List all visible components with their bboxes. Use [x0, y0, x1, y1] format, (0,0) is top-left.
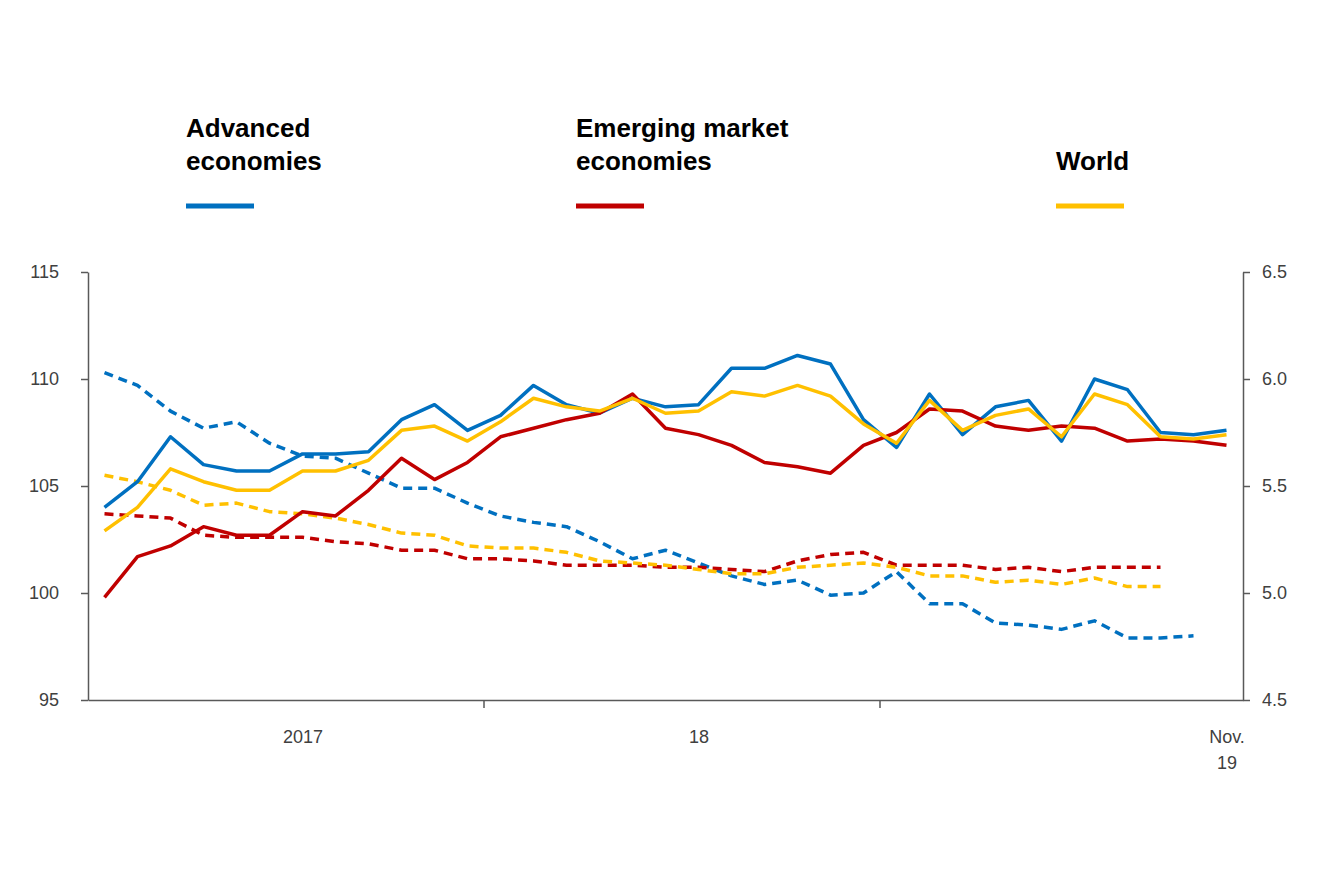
- legend-entry: Advancedeconomies: [186, 113, 322, 206]
- year-separator: [879, 700, 881, 708]
- legend-label-line: economies: [186, 146, 322, 176]
- tick-label: 5.5: [1262, 476, 1287, 496]
- legend-entry: Emerging marketeconomies: [576, 113, 789, 206]
- tick-mark: [1243, 486, 1250, 488]
- y2-axis: 4.5 5.0 5.5 6.0 6.5: [1243, 262, 1287, 710]
- series-line: [105, 514, 1161, 572]
- tick-mark: [81, 593, 88, 595]
- y-tick: 105: [29, 476, 88, 496]
- tick-label-line: Nov.: [1209, 727, 1245, 747]
- tick-mark: [1243, 379, 1250, 381]
- tick-mark: [81, 700, 88, 702]
- tick-label: 5.0: [1262, 583, 1287, 603]
- year-separator: [483, 700, 485, 708]
- y-tick: 100: [29, 583, 88, 603]
- legend-label-line: economies: [576, 146, 712, 176]
- x-tick: Nov. 19: [1209, 727, 1245, 773]
- legend-label: Advancedeconomies: [186, 113, 322, 176]
- series-line: [105, 394, 1227, 597]
- legend-swatch: [576, 204, 644, 209]
- y-tick: 110: [30, 369, 88, 389]
- y2-tick: 5.5: [1243, 476, 1287, 496]
- plot-lines: [105, 355, 1227, 637]
- tick-mark: [81, 272, 88, 274]
- legend-label: Emerging marketeconomies: [576, 113, 789, 176]
- legend: AdvancedeconomiesEmerging marketeconomie…: [186, 113, 1129, 206]
- tick-mark: [1243, 700, 1250, 702]
- series-line: [105, 355, 1227, 507]
- tick-label-line: 2017: [283, 727, 323, 747]
- y2-tick: 5.0: [1243, 583, 1287, 603]
- y-tick: 115: [30, 262, 88, 282]
- tick-label: Nov. 19: [1209, 727, 1245, 773]
- tick-label: 6.5: [1262, 262, 1287, 282]
- tick-label-line: 18: [689, 727, 709, 747]
- tick-mark: [1243, 272, 1250, 274]
- tick-label: 6.0: [1262, 369, 1287, 389]
- tick-mark: [81, 379, 88, 381]
- tick-label: 95: [39, 690, 59, 710]
- y-axis: 95 100 105 110 115: [29, 262, 89, 710]
- x-tick: 2017: [283, 727, 323, 747]
- x-tick: 18: [689, 727, 709, 747]
- tick-label: 110: [30, 369, 59, 389]
- tick-label: 18: [689, 727, 709, 747]
- legend-swatch: [1056, 204, 1124, 209]
- tick-label: 100: [29, 583, 59, 603]
- legend-label-line: Advanced: [186, 113, 310, 143]
- background: [0, 0, 1320, 880]
- chart: 95 100 105 110 115 4.5 5.0 5.5 6.0 6.5 2017 18 Nov. 1…: [0, 0, 1320, 880]
- legend-label: World: [1056, 146, 1129, 176]
- y2-tick: 4.5: [1243, 690, 1287, 710]
- y2-tick: 6.5: [1243, 262, 1287, 282]
- tick-label: 115: [30, 262, 59, 282]
- legend-label-line: Emerging market: [576, 113, 789, 143]
- legend-label-line: World: [1056, 146, 1129, 176]
- y2-tick: 6.0: [1243, 369, 1287, 389]
- tick-label-line: 19: [1217, 753, 1237, 773]
- axis-line: [89, 700, 1244, 702]
- tick-label: 2017: [283, 727, 323, 747]
- tick-mark: [81, 486, 88, 488]
- tick-label: 105: [29, 476, 59, 496]
- series-line: [105, 385, 1227, 531]
- legend-entry: World: [1056, 146, 1129, 206]
- legend-swatch: [186, 204, 254, 209]
- tick-mark: [1243, 593, 1250, 595]
- tick-label: 4.5: [1262, 690, 1287, 710]
- x-axis: 2017 18 Nov. 19: [89, 701, 1245, 773]
- y-tick: 95: [39, 690, 88, 710]
